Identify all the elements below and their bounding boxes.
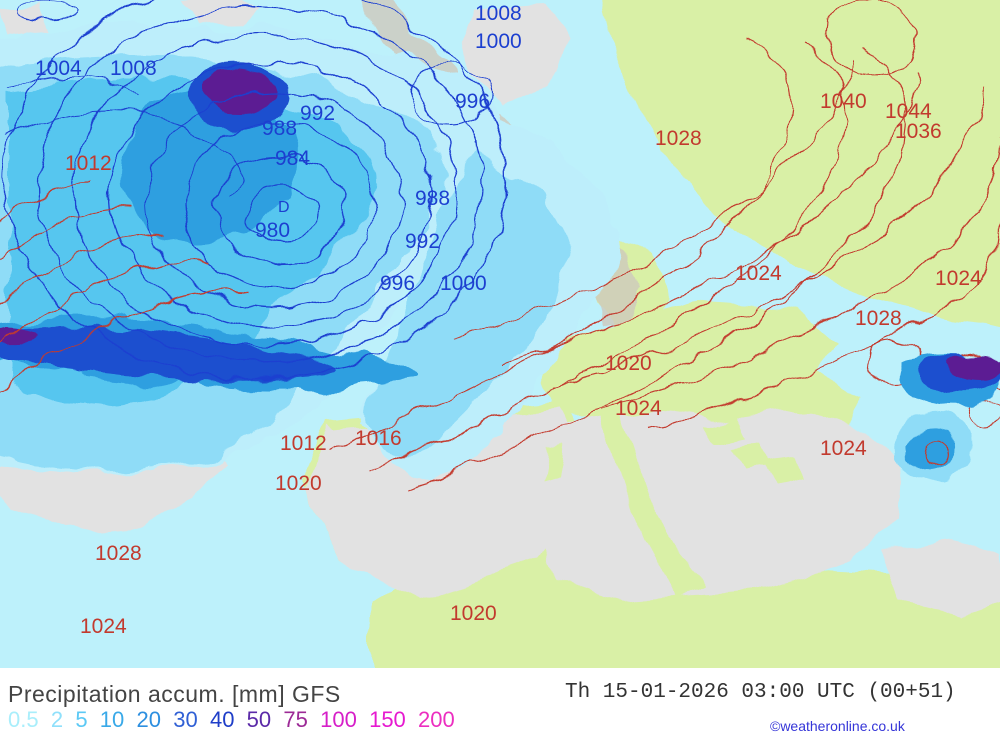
svg-text:1024: 1024 <box>80 615 127 638</box>
svg-text:1024: 1024 <box>820 437 867 460</box>
svg-text:1020: 1020 <box>275 472 322 495</box>
svg-text:980: 980 <box>255 219 290 242</box>
svg-text:988: 988 <box>262 117 297 140</box>
svg-text:1036: 1036 <box>895 120 942 143</box>
svg-text:1024: 1024 <box>615 397 662 420</box>
svg-text:996: 996 <box>380 272 415 295</box>
svg-text:1028: 1028 <box>95 542 142 565</box>
svg-text:1000: 1000 <box>475 30 522 53</box>
svg-text:1008: 1008 <box>475 2 522 25</box>
svg-text:1020: 1020 <box>605 352 652 375</box>
svg-text:D: D <box>278 199 290 216</box>
svg-text:1040: 1040 <box>820 90 867 113</box>
svg-text:1012: 1012 <box>65 152 112 175</box>
svg-text:992: 992 <box>300 102 335 125</box>
svg-text:1016: 1016 <box>355 427 402 450</box>
svg-text:1024: 1024 <box>735 262 782 285</box>
svg-text:1012: 1012 <box>280 432 327 455</box>
svg-text:992: 992 <box>405 230 440 253</box>
svg-text:996: 996 <box>455 90 490 113</box>
svg-text:1028: 1028 <box>855 307 902 330</box>
svg-text:1004: 1004 <box>35 57 82 80</box>
svg-text:1028: 1028 <box>655 127 702 150</box>
svg-text:984: 984 <box>275 147 310 170</box>
svg-text:988: 988 <box>415 187 450 210</box>
svg-text:1000: 1000 <box>440 272 487 295</box>
svg-text:1008: 1008 <box>110 57 157 80</box>
svg-text:1020: 1020 <box>450 602 497 625</box>
svg-text:1024: 1024 <box>935 267 982 290</box>
